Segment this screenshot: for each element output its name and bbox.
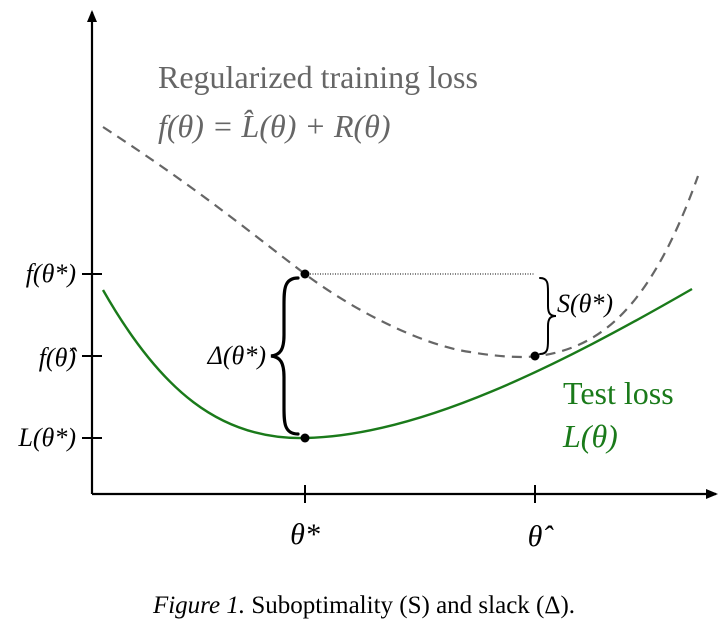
test-loss-formula: L(θ) xyxy=(562,418,618,454)
loss-diagram: Regularized training loss f(θ) = L̂(θ) +… xyxy=(17,10,718,553)
test-loss-curve xyxy=(101,287,693,440)
caption-text: Suboptimality (S) and slack (Δ). xyxy=(251,592,576,619)
slack-brace xyxy=(270,276,300,436)
figure-caption: Figure 1. Suboptimality (S) and slack (Δ… xyxy=(0,592,728,620)
y-tick-label-f-theta-hat: f(θ̂) xyxy=(39,343,78,372)
x-tick-label-theta-star: θ* xyxy=(290,518,320,551)
point-f-theta-star xyxy=(300,269,310,279)
point-f-theta-hat xyxy=(530,351,540,361)
regularized-loss-formula: f(θ) = L̂(θ) + R(θ) xyxy=(158,108,391,144)
y-tick-label-L-theta-star: L(θ*) xyxy=(17,423,76,452)
x-tick-label-theta-hat: θ̂ xyxy=(528,520,555,553)
regularized-loss-title: Regularized training loss xyxy=(158,59,478,95)
y-tick-label-f-theta-star: f(θ*) xyxy=(26,259,76,288)
point-L-theta-star xyxy=(300,433,310,443)
caption-prefix: Figure 1. xyxy=(152,592,246,619)
regularized-loss-curve xyxy=(102,126,700,359)
suboptimality-label: S(θ*) xyxy=(557,289,613,318)
suboptimality-brace xyxy=(539,277,557,355)
test-loss-title: Test loss xyxy=(563,375,674,411)
slack-label: Δ(θ*) xyxy=(207,341,266,370)
